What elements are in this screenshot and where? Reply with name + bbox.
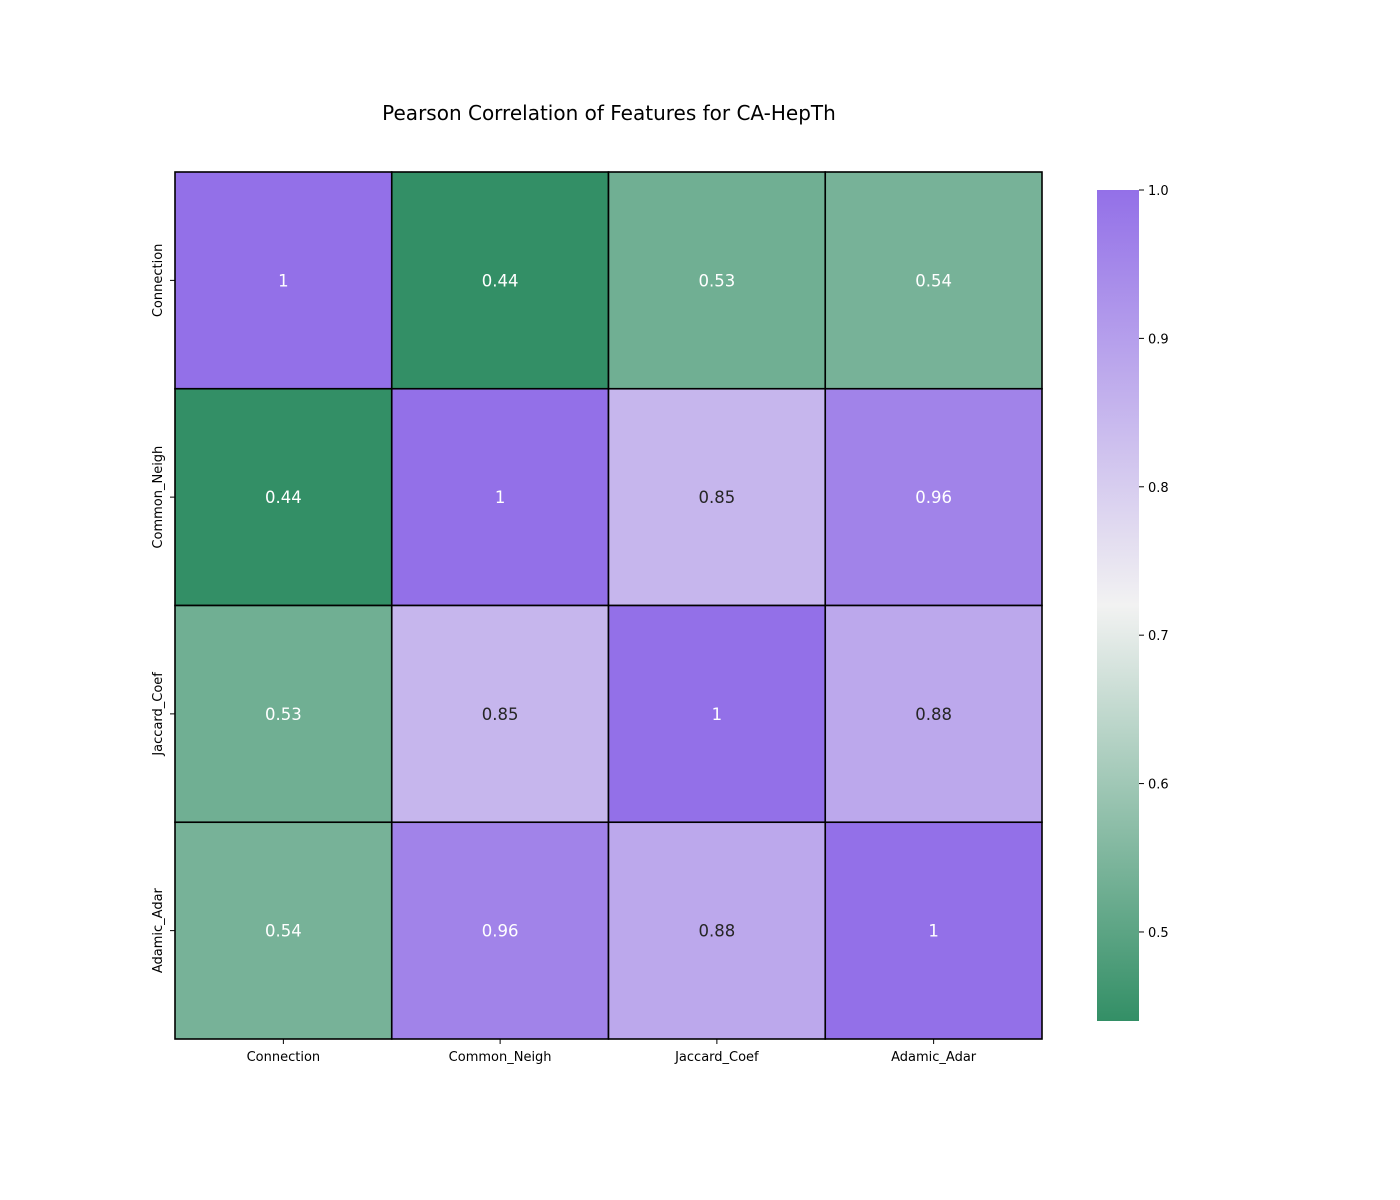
y-tick-label: Connection [151, 244, 166, 318]
heatmap-value-labels: 1 0.44 0.53 0.54 0.44 1 0.85 0.96 0.53 0.85 1 0.88 0… [265, 271, 952, 940]
heatmap-cell [607, 171, 827, 390]
heatmap-cell [390, 171, 610, 390]
cell-value-label: 1 [495, 488, 506, 507]
heatmap-cell [824, 387, 1043, 607]
y-tick-label: Jaccard_Coef [151, 672, 166, 757]
y-axis: Connection Common_Neigh Jaccard_Coef Adamic… [151, 244, 175, 973]
y-tick-label: Adamic_Adar [151, 887, 166, 973]
colorbar-tick-label: 0.7 [1148, 629, 1169, 644]
heatmap-cell [174, 821, 393, 1040]
x-tick-label: Adamic_Adar [891, 1050, 977, 1065]
colorbar-tick-label: 0.9 [1148, 332, 1169, 347]
heatmap-cell [390, 387, 610, 607]
cell-value-label: 0.54 [265, 922, 302, 941]
cell-value-label: 0.96 [482, 922, 519, 941]
x-tick-label: Jaccard_Coef [674, 1050, 759, 1065]
cell-value-label: 0.88 [915, 705, 952, 724]
colorbar-tick-label: 0.5 [1148, 926, 1169, 941]
cell-value-label: 0.96 [915, 488, 952, 507]
cell-value-label: 0.53 [265, 705, 302, 724]
heatmap-cell [824, 821, 1043, 1040]
heatmap-cells [174, 171, 1043, 1040]
colorbar: 0.5 0.6 0.7 0.8 0.9 1.0 [1097, 184, 1169, 1021]
x-tick-label: Common_Neigh [449, 1050, 552, 1065]
x-tick-label: Connection [247, 1050, 321, 1065]
chart-title: Pearson Correlation of Features for CA-H… [382, 101, 836, 125]
cell-value-label: 0.44 [265, 488, 302, 507]
x-axis: Connection Common_Neigh Jaccard_Coef Adamic… [247, 1039, 977, 1065]
heatmap-cell [174, 171, 393, 390]
cell-value-label: 0.54 [915, 271, 952, 290]
cell-value-label: 0.85 [699, 488, 736, 507]
colorbar-gradient [1097, 190, 1139, 1021]
heatmap-cell [824, 604, 1043, 824]
cell-value-label: 0.88 [699, 922, 736, 941]
heatmap-cell [824, 171, 1043, 390]
colorbar-tick-label: 0.8 [1148, 481, 1169, 496]
y-tick-label: Common_Neigh [151, 446, 166, 549]
cell-value-label: 0.85 [482, 705, 519, 724]
heatmap-cell [390, 604, 610, 824]
heatmap-cell [390, 821, 610, 1040]
cell-value-label: 1 [928, 922, 939, 941]
colorbar-tick-label: 1.0 [1148, 184, 1169, 199]
cell-value-label: 0.53 [699, 271, 736, 290]
heatmap-cell [607, 821, 827, 1040]
cell-value-label: 1 [278, 271, 289, 290]
cell-value-label: 1 [712, 705, 723, 724]
cell-value-label: 0.44 [482, 271, 519, 290]
heatmap-cell [174, 387, 393, 607]
colorbar-tick-label: 0.6 [1148, 778, 1169, 793]
